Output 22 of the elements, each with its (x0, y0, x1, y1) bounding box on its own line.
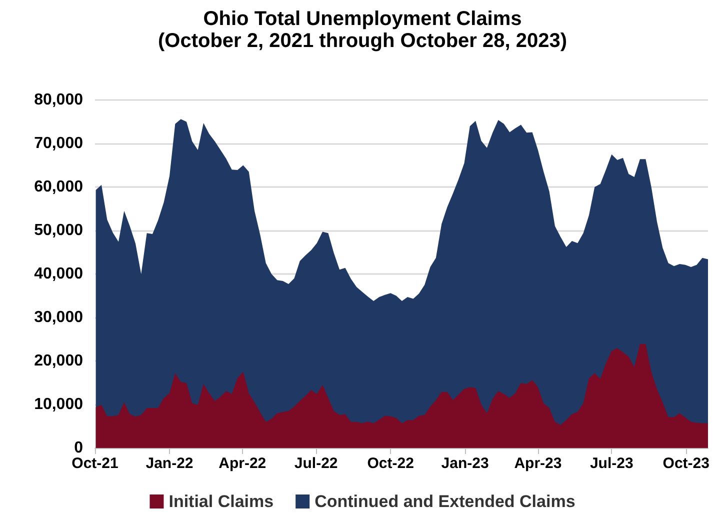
x-tick-label: Apr-23 (514, 455, 562, 472)
y-tick-label: 20,000 (34, 352, 84, 370)
x-tick-label: Oct-23 (662, 455, 710, 472)
y-tick-label: 50,000 (34, 222, 84, 239)
chart-subtitle: (October 2, 2021 through October 28, 2023) (158, 30, 568, 52)
legend-label: Initial Claims (168, 492, 274, 511)
y-tick-label: 60,000 (34, 178, 84, 196)
x-tick-label: Jan-23 (441, 455, 489, 472)
x-tick-label: Oct-21 (72, 455, 118, 472)
y-tick-label: 10,000 (34, 396, 84, 413)
x-tick-label: Oct-22 (367, 455, 414, 472)
y-tick-label: 40,000 (34, 266, 84, 282)
y-tick-label: 70,000 (34, 135, 84, 152)
x-tick-label: Jul-23 (590, 455, 634, 472)
chart-title: Ohio Total Unemployment Claims (203, 8, 522, 30)
y-tick-label: 80,000 (34, 92, 84, 108)
x-tick-label: Jan-22 (146, 455, 194, 472)
legend-label: Continued and Extended Claims (314, 492, 576, 511)
x-tick-label: Jul-22 (294, 455, 338, 472)
x-tick-label: Apr-22 (218, 455, 266, 472)
y-tick-label: 30,000 (34, 309, 84, 326)
y-tick-label: 0 (74, 440, 84, 456)
